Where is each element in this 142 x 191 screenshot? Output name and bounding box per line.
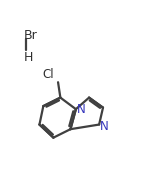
- Text: H: H: [24, 51, 33, 64]
- Text: N: N: [77, 104, 85, 117]
- Text: Br: Br: [24, 29, 38, 42]
- Text: Cl: Cl: [43, 68, 54, 81]
- Text: N: N: [100, 120, 109, 133]
